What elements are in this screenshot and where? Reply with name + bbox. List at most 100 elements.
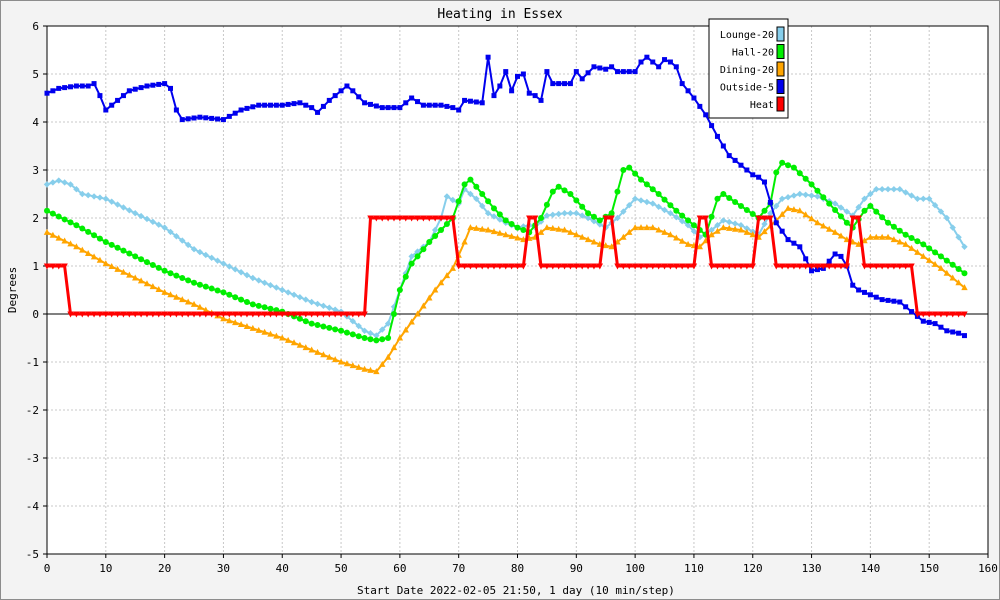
data-point <box>550 81 556 87</box>
data-point <box>143 311 151 318</box>
data-point <box>755 215 762 222</box>
data-point <box>537 228 545 235</box>
data-point <box>191 279 198 286</box>
data-point <box>102 195 110 202</box>
data-point <box>320 302 327 310</box>
data-point <box>185 277 192 284</box>
data-point <box>432 233 439 239</box>
data-point <box>455 198 462 205</box>
data-point <box>467 190 474 198</box>
data-point <box>943 257 950 264</box>
data-point <box>591 64 597 70</box>
series-heat <box>43 215 968 318</box>
data-point <box>226 113 232 119</box>
data-point <box>61 179 68 186</box>
data-point <box>362 100 368 106</box>
data-point <box>161 288 168 295</box>
data-point <box>437 215 445 222</box>
data-point <box>784 204 792 211</box>
data-point <box>137 212 145 220</box>
data-point <box>84 311 92 318</box>
legend-label: Hall-20 <box>732 48 774 59</box>
data-point <box>925 311 933 318</box>
data-point <box>620 208 627 215</box>
data-point <box>443 215 451 222</box>
data-point <box>390 311 397 317</box>
data-point <box>520 71 526 77</box>
data-point <box>314 348 321 355</box>
data-point <box>573 69 579 75</box>
data-point <box>290 339 298 346</box>
data-point <box>220 315 227 322</box>
data-point <box>197 114 203 120</box>
data-point <box>379 105 385 111</box>
data-point <box>349 362 357 369</box>
data-point <box>685 88 691 94</box>
data-point <box>438 102 444 108</box>
data-point <box>884 233 892 240</box>
data-point <box>673 234 680 241</box>
data-point <box>855 240 862 247</box>
data-point <box>108 198 115 205</box>
data-point <box>843 208 851 215</box>
data-point <box>890 223 897 230</box>
data-point <box>667 231 674 238</box>
data-point <box>449 264 457 271</box>
data-point <box>584 236 592 243</box>
data-point <box>761 207 768 214</box>
data-point <box>326 353 333 360</box>
data-point <box>744 167 750 173</box>
data-point <box>290 291 298 298</box>
data-point <box>837 263 845 270</box>
data-point <box>61 237 68 244</box>
data-point <box>661 263 668 270</box>
data-point <box>761 215 768 222</box>
data-point <box>238 107 244 113</box>
data-point <box>831 228 839 235</box>
data-point <box>73 186 80 193</box>
data-point <box>737 226 745 233</box>
data-point <box>149 311 157 318</box>
data-point <box>796 190 803 198</box>
data-point <box>567 263 574 270</box>
data-point <box>814 263 821 270</box>
x-tick-label: 80 <box>511 562 524 575</box>
data-point <box>861 207 868 214</box>
data-point <box>202 283 209 290</box>
data-point <box>149 218 157 226</box>
data-point <box>367 336 374 343</box>
data-point <box>955 234 962 241</box>
data-point <box>696 243 704 250</box>
data-point <box>878 186 886 193</box>
data-point <box>567 191 574 197</box>
y-tick-label: 5 <box>32 68 39 81</box>
data-point <box>896 227 903 234</box>
data-point <box>796 207 803 214</box>
data-point <box>867 233 874 240</box>
legend-label: Lounge-20 <box>720 30 774 41</box>
data-point <box>284 289 292 296</box>
data-point <box>161 267 168 274</box>
data-point <box>49 231 57 238</box>
data-point <box>414 253 421 260</box>
data-point <box>62 85 68 91</box>
data-point <box>68 84 74 90</box>
data-point <box>885 219 892 226</box>
data-point <box>467 176 474 183</box>
data-point <box>249 274 257 282</box>
data-point <box>467 224 474 231</box>
data-point <box>255 302 262 309</box>
data-point <box>273 284 280 291</box>
data-point <box>73 83 79 89</box>
data-point <box>109 102 115 108</box>
data-point <box>44 207 50 214</box>
data-point <box>520 236 527 243</box>
data-point <box>843 219 850 226</box>
data-point <box>626 228 633 235</box>
data-point <box>697 103 703 109</box>
data-point <box>878 233 886 240</box>
x-tick-label: 30 <box>217 562 230 575</box>
data-point <box>814 187 821 194</box>
data-point <box>761 228 768 235</box>
data-point <box>544 69 550 75</box>
